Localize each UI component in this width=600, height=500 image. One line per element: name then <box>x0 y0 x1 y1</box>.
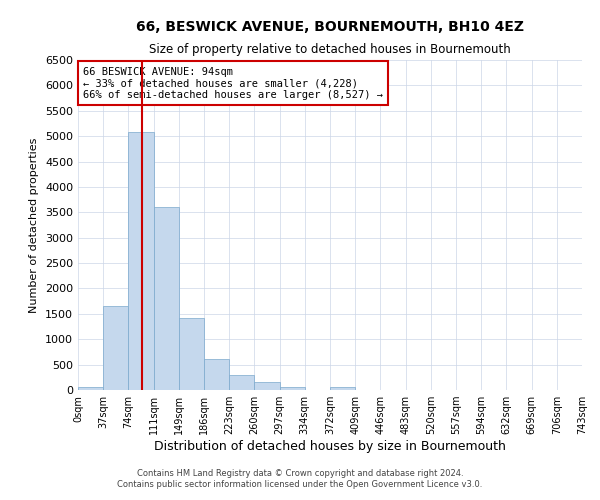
Bar <box>280 387 305 390</box>
Text: Contains HM Land Registry data © Crown copyright and database right 2024.: Contains HM Land Registry data © Crown c… <box>137 468 463 477</box>
Bar <box>128 132 154 390</box>
Bar <box>154 207 179 390</box>
Bar <box>204 358 229 390</box>
Text: Size of property relative to detached houses in Bournemouth: Size of property relative to detached ho… <box>149 42 511 56</box>
Text: 66, BESWICK AVENUE, BOURNEMOUTH, BH10 4EZ: 66, BESWICK AVENUE, BOURNEMOUTH, BH10 4E… <box>136 20 524 34</box>
Bar <box>103 306 128 390</box>
Text: Contains public sector information licensed under the Open Government Licence v3: Contains public sector information licen… <box>118 480 482 489</box>
Bar <box>229 375 254 390</box>
Bar <box>179 318 204 390</box>
Text: 66 BESWICK AVENUE: 94sqm
← 33% of detached houses are smaller (4,228)
66% of sem: 66 BESWICK AVENUE: 94sqm ← 33% of detach… <box>83 66 383 100</box>
Bar <box>254 382 280 390</box>
Y-axis label: Number of detached properties: Number of detached properties <box>29 138 40 312</box>
Bar <box>78 388 103 390</box>
Bar <box>330 387 355 390</box>
X-axis label: Distribution of detached houses by size in Bournemouth: Distribution of detached houses by size … <box>154 440 506 453</box>
